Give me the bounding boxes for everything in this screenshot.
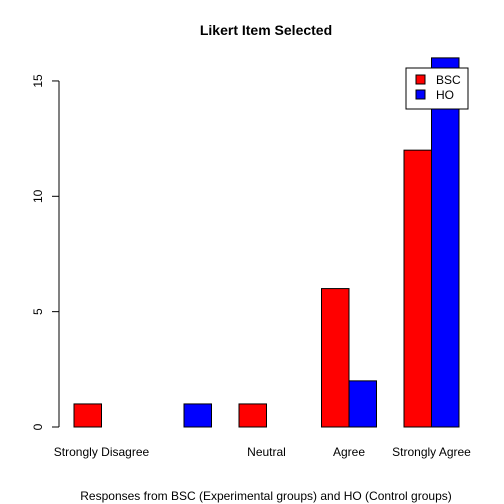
- legend-swatch-bsc: [415, 74, 426, 85]
- bar-ho-4: [431, 57, 460, 428]
- y-tick-label: 0: [31, 423, 45, 430]
- x-tick-label: Agree: [333, 445, 365, 459]
- x-tick-label: Neutral: [247, 445, 286, 459]
- bars: [73, 57, 460, 428]
- bar-bsc-0: [73, 403, 102, 428]
- bar-bsc-3: [321, 288, 350, 428]
- legend-label-ho: HO: [436, 88, 454, 102]
- y-tick-label: 10: [31, 189, 45, 203]
- bar-bsc-4: [403, 149, 432, 428]
- y-tick-label: 15: [31, 74, 45, 88]
- legend-swatch-ho: [415, 89, 426, 100]
- x-axis-labels: Strongly Disagree Neutral Agree Strongly Ag…: [54, 445, 471, 459]
- chart-title: Likert Item Selected: [200, 22, 332, 38]
- legend-label-bsc: BSC: [436, 73, 461, 87]
- y-axis: 0 5 10 15: [31, 74, 60, 430]
- x-tick-label: Strongly Disagree: [54, 445, 150, 459]
- y-tick-label: 5: [31, 308, 45, 315]
- bar-bsc-2: [238, 403, 267, 428]
- bar-ho-1: [183, 403, 212, 428]
- x-axis-label: Responses from BSC (Experimental groups)…: [80, 489, 451, 503]
- x-tick-label: Strongly Agree: [392, 445, 471, 459]
- bar-ho-3: [348, 380, 377, 428]
